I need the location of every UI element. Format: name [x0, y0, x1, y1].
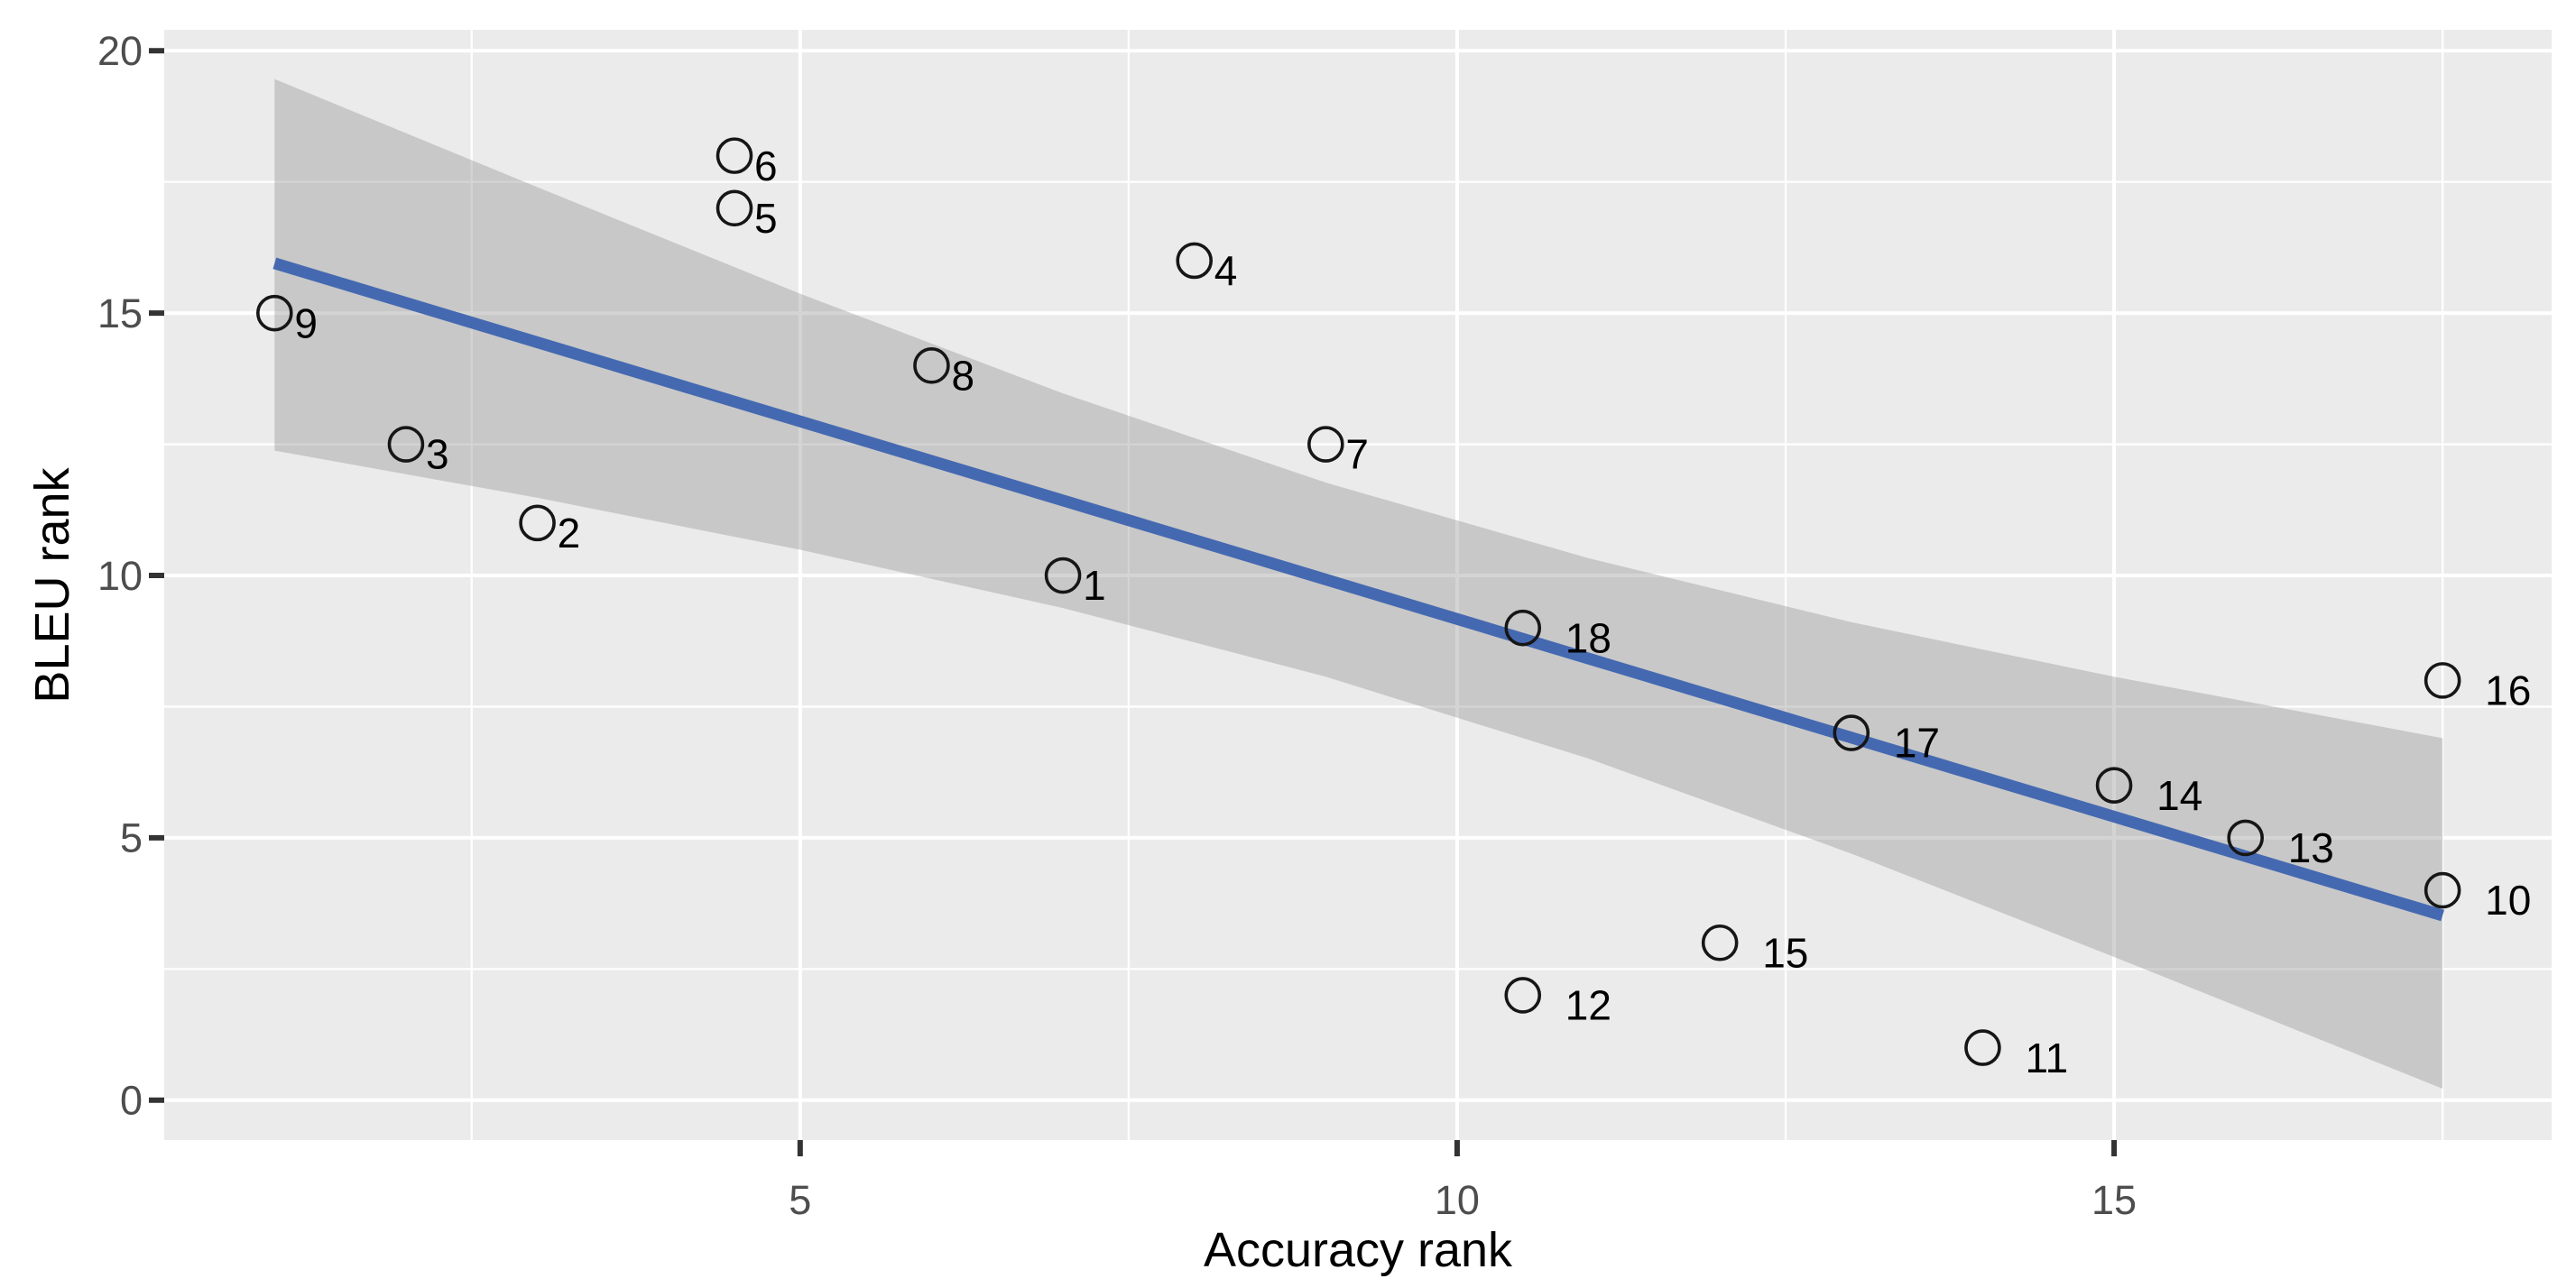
data-point [913, 347, 950, 384]
data-point-label: 6 [754, 143, 778, 189]
y-axis-title: BLEU rank [25, 466, 79, 703]
data-point-label: 1 [1083, 562, 1106, 609]
data-point-label: 14 [2156, 772, 2202, 819]
axis-tick-marks [149, 48, 2118, 1156]
data-point-label: 5 [754, 195, 778, 242]
data-point [256, 294, 293, 332]
y-tick-label: 15 [97, 290, 143, 336]
regression-line [272, 257, 2445, 922]
data-point [1701, 924, 1739, 961]
data-point [387, 426, 425, 463]
data-point [1504, 977, 1542, 1014]
data-point [2227, 819, 2264, 857]
data-point-label: 17 [1894, 720, 1940, 767]
data-point [2095, 767, 2133, 805]
data-point [1176, 242, 1213, 280]
data-point-label: 18 [1565, 614, 1611, 661]
data-point-label: 2 [558, 510, 581, 557]
x-tick-label: 10 [1435, 1177, 1480, 1223]
x-tick-label: 5 [789, 1177, 811, 1223]
major-gridlines [164, 30, 2552, 1140]
data-points [256, 137, 2461, 1066]
data-point [2424, 662, 2461, 699]
data-point-label: 3 [426, 431, 449, 478]
regression-line-segment [272, 257, 2445, 922]
data-point [519, 504, 556, 542]
data-point [2424, 871, 2461, 909]
data-point-label: 15 [1762, 929, 1808, 976]
data-point-label: 7 [1345, 431, 1369, 478]
x-tick-label: 15 [2091, 1177, 2137, 1223]
data-point [1833, 714, 1870, 751]
data-point-label: 8 [951, 352, 974, 399]
y-tick-label: 20 [97, 28, 143, 74]
y-tick-label: 0 [120, 1078, 143, 1124]
x-axis-title: Accuracy rank [1204, 1223, 1513, 1277]
y-tick-label: 10 [97, 553, 143, 599]
data-point [716, 189, 753, 227]
data-point-label: 16 [2485, 667, 2531, 714]
data-point-label: 9 [294, 299, 318, 346]
data-point [716, 137, 753, 174]
data-point [1307, 426, 1344, 463]
data-point-label: 13 [2288, 824, 2334, 871]
data-point [1504, 609, 1542, 647]
data-point-label: 11 [2025, 1035, 2068, 1081]
data-point-label: 12 [1565, 982, 1611, 1029]
data-point [1044, 557, 1082, 594]
y-tick-label: 5 [120, 815, 143, 861]
data-point [1964, 1029, 2001, 1066]
data-point-label: 10 [2485, 877, 2531, 924]
data-point-label: 4 [1214, 247, 1238, 294]
minor-gridlines [164, 30, 2552, 1140]
